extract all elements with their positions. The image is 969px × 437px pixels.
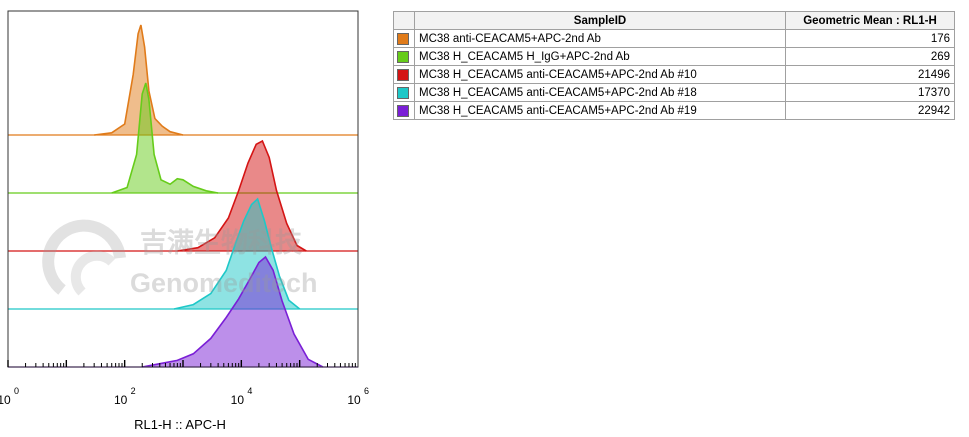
tick-label-base: 10 bbox=[231, 393, 245, 407]
color-swatch-icon bbox=[397, 86, 409, 99]
table-body: MC38 anti-CEACAM5+APC-2nd Ab 176 MC38 H_CE… bbox=[393, 29, 955, 120]
swatch-cell bbox=[393, 47, 415, 66]
table-row: MC38 H_CEACAM5 anti-CEACAM5+APC-2nd Ab #… bbox=[393, 101, 955, 120]
histogram-fill-5 bbox=[142, 257, 323, 367]
histogram-fill-3 bbox=[177, 141, 307, 251]
sample-id-cell: MC38 H_CEACAM5 anti-CEACAM5+APC-2nd Ab #… bbox=[414, 101, 786, 120]
table-row: MC38 anti-CEACAM5+APC-2nd Ab 176 bbox=[393, 29, 955, 48]
color-swatch-icon bbox=[397, 32, 409, 45]
header-geometric-mean: Geometric Mean : RL1-H bbox=[785, 11, 955, 30]
header-sample-id: SampleID bbox=[414, 11, 786, 30]
x-axis-label: RL1-H :: APC-H bbox=[134, 417, 226, 432]
geometric-mean-cell: 17370 bbox=[785, 83, 955, 102]
geometric-mean-cell: 22942 bbox=[785, 101, 955, 120]
table-row: MC38 H_CEACAM5 anti-CEACAM5+APC-2nd Ab #… bbox=[393, 65, 955, 84]
histogram-fill-1 bbox=[94, 25, 183, 135]
color-swatch-icon bbox=[397, 50, 409, 63]
tick-label-base: 10 bbox=[347, 393, 361, 407]
histogram-line-3 bbox=[177, 139, 307, 252]
sample-id-cell: MC38 H_CEACAM5 anti-CEACAM5+APC-2nd Ab #… bbox=[414, 65, 786, 84]
tick-label-base: 10 bbox=[114, 393, 128, 407]
sample-id-cell: MC38 anti-CEACAM5+APC-2nd Ab bbox=[414, 29, 786, 48]
sample-id-cell: MC38 H_CEACAM5 anti-CEACAM5+APC-2nd Ab #… bbox=[414, 83, 786, 102]
swatch-cell bbox=[393, 29, 415, 48]
histogram-line-2 bbox=[111, 82, 219, 194]
histogram-series-group bbox=[8, 24, 358, 368]
histogram-line-1 bbox=[94, 24, 184, 136]
header-swatch-cell bbox=[393, 11, 415, 30]
color-swatch-icon bbox=[397, 104, 409, 117]
table-row: MC38 H_CEACAM5 anti-CEACAM5+APC-2nd Ab #… bbox=[393, 83, 955, 102]
statistics-table: SampleID Geometric Mean : RL1-H MC38 ant… bbox=[393, 11, 955, 120]
tick-label-base: 10 bbox=[0, 393, 11, 407]
histogram-line-4 bbox=[173, 197, 301, 310]
swatch-cell bbox=[393, 101, 415, 120]
geometric-mean-cell: 176 bbox=[785, 29, 955, 48]
tick-label-exponent: 6 bbox=[364, 386, 369, 396]
geometric-mean-cell: 269 bbox=[785, 47, 955, 66]
sample-id-cell: MC38 H_CEACAM5 H_IgG+APC-2nd Ab bbox=[414, 47, 786, 66]
tick-label-exponent: 0 bbox=[14, 386, 19, 396]
geometric-mean-cell: 21496 bbox=[785, 65, 955, 84]
tick-label-exponent: 4 bbox=[247, 386, 252, 396]
swatch-cell bbox=[393, 83, 415, 102]
histogram-fill-2 bbox=[111, 83, 219, 193]
color-swatch-icon bbox=[397, 68, 409, 81]
table-header-row: SampleID Geometric Mean : RL1-H bbox=[393, 11, 955, 30]
table-row: MC38 H_CEACAM5 H_IgG+APC-2nd Ab 269 bbox=[393, 47, 955, 66]
swatch-cell bbox=[393, 65, 415, 84]
x-axis-ticks bbox=[7, 360, 356, 367]
tick-label-exponent: 2 bbox=[131, 386, 136, 396]
histogram-line-5 bbox=[142, 255, 324, 368]
